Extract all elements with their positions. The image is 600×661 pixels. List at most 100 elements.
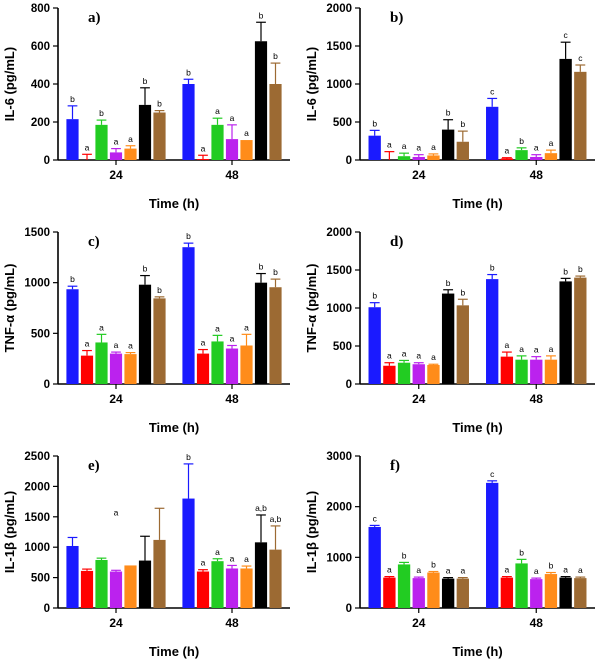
significance-label: a xyxy=(244,322,249,332)
significance-label: b xyxy=(578,264,583,274)
bar xyxy=(225,348,239,384)
bar xyxy=(138,284,152,384)
significance-label: a xyxy=(215,547,220,557)
y-tick-label: 2500 xyxy=(24,451,50,463)
significance-label: b xyxy=(143,264,148,274)
bar xyxy=(544,153,558,160)
bar xyxy=(427,572,440,608)
significance-label: a xyxy=(387,351,392,361)
significance-label: a xyxy=(387,140,392,150)
bar xyxy=(427,365,440,384)
bar xyxy=(182,247,195,384)
significance-label: c xyxy=(578,53,583,63)
bar xyxy=(153,298,166,384)
significance-label: c xyxy=(490,469,495,479)
bar xyxy=(456,141,469,160)
bar xyxy=(456,578,469,608)
significance-label: a xyxy=(519,344,524,354)
y-tick-label: 3000 xyxy=(326,451,352,463)
bar xyxy=(211,561,224,608)
x-axis-label: Time (h) xyxy=(149,196,199,211)
bar xyxy=(211,124,224,160)
bar xyxy=(196,159,210,160)
significance-label: a xyxy=(416,351,421,361)
significance-label: a xyxy=(402,348,407,358)
bar xyxy=(124,148,137,160)
panel-letter: a) xyxy=(88,10,101,26)
significance-label: b xyxy=(259,262,264,272)
x-tick-label: 24 xyxy=(412,168,426,182)
significance-label: a xyxy=(416,143,421,153)
x-tick-label: 24 xyxy=(109,616,123,630)
significance-label: b xyxy=(157,285,162,295)
y-tick-label: 0 xyxy=(346,155,352,167)
y-tick-label: 0 xyxy=(346,379,352,391)
y-tick-label: 2000 xyxy=(326,502,352,514)
panel-letter: b) xyxy=(390,10,403,26)
bar xyxy=(486,279,499,384)
significance-label: a xyxy=(230,113,235,123)
bar xyxy=(574,578,587,608)
significance-label: b xyxy=(143,76,148,86)
significance-label: a xyxy=(534,566,539,576)
y-axis-label: TNF-α (pg/mL) xyxy=(2,264,17,353)
y-tick-label: 1000 xyxy=(326,303,352,315)
significance-label: a xyxy=(85,142,90,152)
significance-label: a,b xyxy=(255,503,267,513)
bar xyxy=(80,355,94,384)
significance-label: a xyxy=(431,142,436,152)
x-tick-label: 48 xyxy=(530,616,544,630)
bar xyxy=(211,341,224,384)
x-tick-label: 24 xyxy=(109,168,123,182)
significance-label: a,b xyxy=(270,514,282,524)
x-axis-label: Time (h) xyxy=(452,420,502,435)
x-tick-label: 48 xyxy=(530,392,544,406)
significance-label: a xyxy=(201,558,206,568)
bar xyxy=(66,289,79,384)
significance-label: b xyxy=(431,560,436,570)
significance-label: a xyxy=(563,565,568,575)
bar xyxy=(412,364,425,384)
bar xyxy=(240,568,253,608)
x-axis-label: Time (h) xyxy=(452,196,502,211)
x-axis-label: Time (h) xyxy=(149,644,199,659)
y-tick-label: 1000 xyxy=(24,542,50,554)
significance-label: a xyxy=(505,146,510,156)
bar xyxy=(441,578,455,608)
x-tick-label: 24 xyxy=(412,392,426,406)
y-tick-label: 0 xyxy=(44,379,50,391)
significance-label: b xyxy=(519,136,524,146)
significance-label: a xyxy=(549,344,554,354)
significance-label: a xyxy=(534,143,539,153)
significance-label: a xyxy=(114,340,119,350)
significance-label: b xyxy=(70,274,75,284)
significance-label: b xyxy=(99,108,104,118)
significance-label: c xyxy=(373,513,378,523)
y-tick-label: 1500 xyxy=(326,265,352,277)
significance-label: a xyxy=(215,106,220,116)
y-tick-label: 0 xyxy=(44,603,50,615)
bar xyxy=(225,139,239,160)
panel-letter: e) xyxy=(88,458,100,474)
y-tick-label: 2000 xyxy=(326,227,352,239)
significance-label: a xyxy=(215,323,220,333)
y-tick-label: 0 xyxy=(346,603,352,615)
y-tick-label: 600 xyxy=(31,41,50,53)
bar xyxy=(80,570,94,608)
bar xyxy=(368,135,381,160)
significance-label: a xyxy=(402,141,407,151)
y-tick-label: 2000 xyxy=(24,481,50,493)
bar xyxy=(530,579,543,608)
y-tick-label: 1000 xyxy=(326,552,352,564)
bar xyxy=(153,539,166,608)
bar xyxy=(182,498,195,608)
significance-label: b xyxy=(186,231,191,241)
y-tick-label: 500 xyxy=(333,341,352,353)
bar xyxy=(254,282,268,384)
bar xyxy=(441,293,455,384)
bar xyxy=(515,563,528,608)
bar xyxy=(138,104,152,160)
